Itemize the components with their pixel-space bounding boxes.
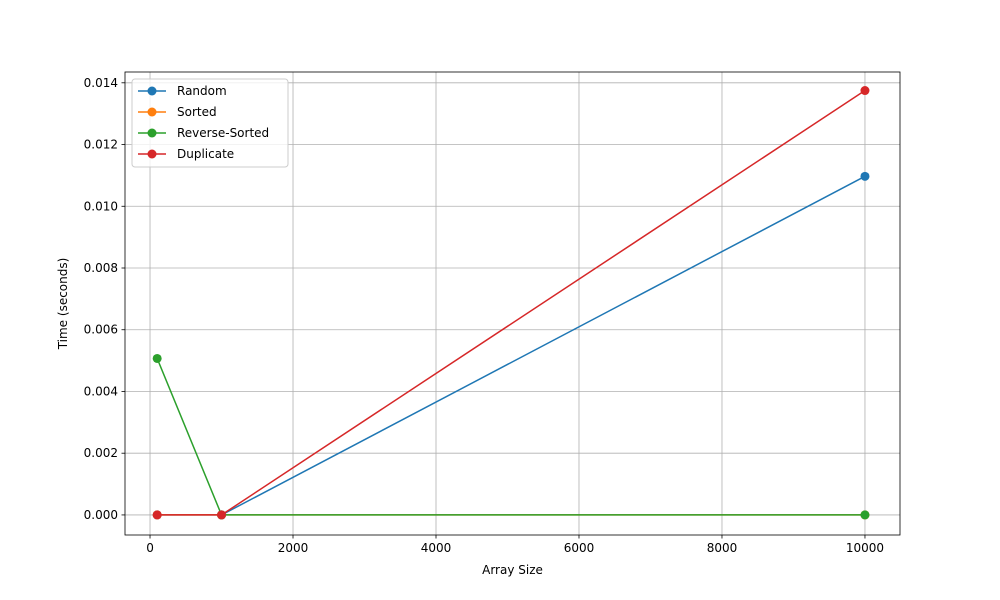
y-tick-label: 0.008	[84, 261, 118, 275]
x-tick-label: 0	[146, 541, 154, 555]
y-tick-label: 0.000	[84, 508, 118, 522]
legend-marker	[147, 86, 157, 96]
x-tick-label: 4000	[421, 541, 452, 555]
legend-label: Reverse-Sorted	[177, 126, 269, 140]
series-layer	[152, 86, 870, 520]
y-tick-label: 0.002	[84, 446, 118, 460]
legend-box	[131, 78, 289, 168]
x-tick-label: 2000	[278, 541, 309, 555]
legend-item: Duplicate	[138, 147, 234, 161]
y-axis-label: Time (seconds)	[56, 258, 70, 351]
data-point	[860, 86, 870, 96]
legend-item: Reverse-Sorted	[138, 126, 269, 140]
legend-item: Sorted	[138, 105, 217, 119]
legend: Random Sorted Reverse-Sorted Duplicate	[131, 78, 289, 168]
x-tick-label: 6000	[564, 541, 595, 555]
plot-frame	[124, 71, 901, 536]
x-axis-label: Array Size	[482, 563, 543, 577]
data-point	[860, 510, 870, 520]
x-tick-label: 10000	[846, 541, 884, 555]
y-tick-label: 0.006	[84, 323, 118, 337]
x-axis: 0 2000 4000 6000 8000 10000	[146, 535, 884, 555]
legend-label: Duplicate	[177, 147, 234, 161]
y-tick-label: 0.010	[84, 199, 118, 213]
data-point	[152, 353, 162, 363]
data-point	[860, 171, 870, 181]
legend-label: Random	[177, 84, 227, 98]
series-duplicate	[152, 86, 870, 520]
legend-marker	[147, 128, 157, 138]
legend-item: Random	[138, 84, 227, 98]
y-tick-label: 0.004	[84, 384, 118, 398]
y-tick-label: 0.012	[84, 138, 118, 152]
x-tick-label: 8000	[707, 541, 738, 555]
y-axis: 0.000 0.002 0.004 0.006 0.008 0.010 0.012 0.014	[84, 76, 125, 522]
y-tick-label: 0.014	[84, 76, 118, 90]
data-point	[152, 510, 162, 520]
legend-label: Sorted	[177, 105, 217, 119]
grid	[125, 72, 900, 535]
legend-marker	[147, 149, 157, 159]
legend-marker	[147, 107, 157, 117]
data-point	[217, 510, 227, 520]
